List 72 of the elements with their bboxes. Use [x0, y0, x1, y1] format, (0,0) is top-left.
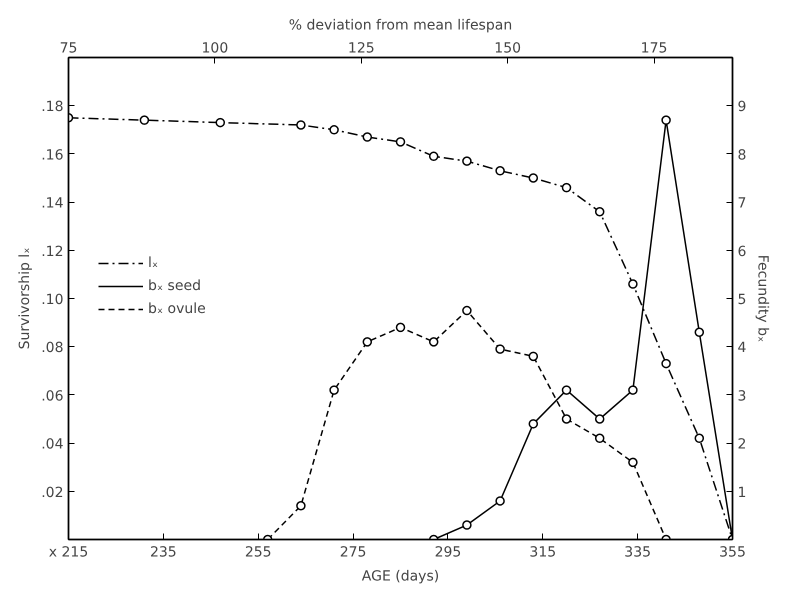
y-tick-label: .02 [41, 484, 64, 501]
y2-tick-label: 7 [738, 196, 746, 212]
legend-label: lₓ [148, 255, 160, 271]
legend-label: bₓ seed [148, 278, 201, 294]
x-tick-label: 335 [624, 544, 652, 560]
y-tick-label: .16 [41, 147, 64, 164]
x-tick-label: x 215 [48, 544, 88, 560]
point [428, 152, 438, 162]
x2-axis-title: % deviation from mean lifespan [288, 18, 512, 34]
point [216, 118, 226, 128]
x2-tick-label: 75 [60, 40, 78, 56]
point [140, 115, 150, 125]
point [661, 358, 671, 368]
point [396, 322, 406, 332]
y-tick-label: .04 [41, 436, 64, 453]
y2-tick-label: 2 [738, 436, 746, 453]
point [628, 385, 638, 395]
y2-tick-label: 5 [738, 292, 746, 308]
point [428, 337, 438, 347]
point [528, 352, 538, 362]
y-tick-label: .06 [41, 388, 64, 404]
point [495, 344, 505, 354]
point [594, 434, 604, 444]
point [661, 115, 671, 125]
point [495, 496, 505, 506]
point [362, 132, 372, 142]
x-tick-label: 315 [529, 544, 556, 560]
point [628, 279, 638, 289]
y2-tick-label: 8 [738, 147, 746, 164]
point [694, 328, 704, 337]
y2-axis-title: Fecundity bₓ [754, 254, 770, 342]
x2-tick-label: 125 [348, 40, 375, 56]
point [329, 385, 339, 395]
y-tick-label: .12 [41, 244, 64, 260]
point [562, 414, 572, 424]
point [462, 306, 472, 316]
legend-label: bₓ ovule [148, 301, 206, 317]
point [495, 166, 505, 176]
x2-tick-label: 100 [202, 40, 228, 56]
x-tick-label: 275 [340, 544, 366, 560]
x2-tick-label: 150 [494, 40, 522, 56]
y2-tick-label: 6 [738, 244, 746, 260]
point [628, 458, 638, 468]
point [528, 419, 538, 429]
y2-tick-label: 9 [738, 99, 746, 116]
point [396, 137, 406, 147]
point [594, 414, 604, 424]
x-tick-label: 255 [244, 544, 272, 560]
y2-tick-label: 1 [738, 484, 746, 501]
point [329, 125, 339, 135]
y-tick-label: .18 [41, 99, 64, 116]
y2-tick-label: 4 [738, 340, 746, 356]
x2-tick-label: 175 [640, 40, 668, 56]
point [562, 385, 572, 395]
point [362, 337, 372, 347]
point [594, 207, 604, 216]
y-tick-label: .14 [41, 196, 64, 212]
point [296, 120, 306, 130]
y-tick-label: .10 [41, 292, 64, 308]
y2-tick-label: 3 [738, 388, 746, 404]
y-axis-title: Survivorship lₓ [17, 248, 34, 350]
y-tick-label: .08 [41, 340, 64, 356]
point [562, 182, 572, 192]
x-tick-label: 355 [719, 544, 746, 560]
x-tick-label: 295 [434, 544, 462, 560]
point [296, 501, 306, 510]
point [462, 156, 472, 166]
point [694, 434, 704, 444]
point [528, 173, 538, 183]
x-tick-label: 235 [150, 544, 177, 560]
point [462, 520, 472, 530]
x-axis-title: AGE (days) [362, 568, 440, 584]
